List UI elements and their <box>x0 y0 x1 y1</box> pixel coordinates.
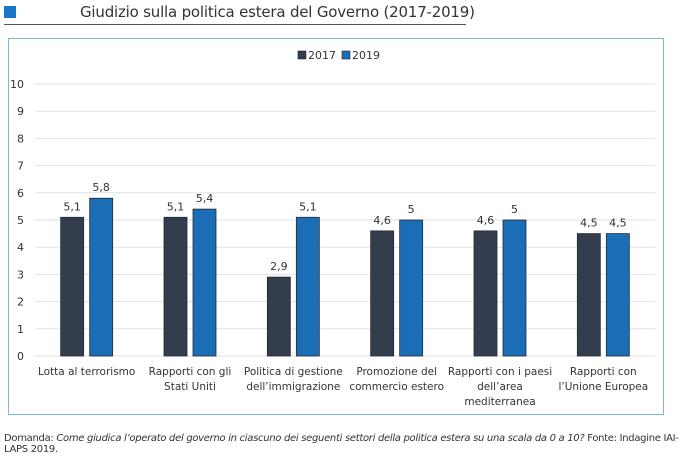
category-label: dell’area <box>477 381 523 393</box>
legend-label-2017: 2017 <box>308 49 336 62</box>
data-label-2017: 2,9 <box>270 260 288 273</box>
bar-2019 <box>605 233 630 357</box>
data-label-2019: 5,8 <box>92 181 110 194</box>
y-tick-label: 4 <box>17 241 24 254</box>
y-tick-label: 10 <box>10 78 24 91</box>
header-accent-square <box>4 6 16 18</box>
data-label-2019: 5,1 <box>299 200 317 213</box>
bar-2017 <box>576 233 601 357</box>
gridlines <box>35 83 655 357</box>
category-label: l’Unione Europea <box>558 381 648 393</box>
y-tick-label: 6 <box>17 187 24 200</box>
category-label: dell’immigrazione <box>246 381 340 393</box>
data-label-2017: 5,1 <box>167 200 185 213</box>
bar-2019 <box>89 197 114 357</box>
category-label: Lotta al terrorismo <box>38 366 135 378</box>
data-label-2017: 5,1 <box>63 200 81 213</box>
data-label-2019: 5 <box>511 203 518 216</box>
category-label: Promozione del <box>356 366 437 378</box>
y-tick-label: 5 <box>17 214 24 227</box>
bar-2019 <box>295 216 320 357</box>
data-label-2017: 4,6 <box>477 214 495 227</box>
category-label: Stati Uniti <box>164 381 216 393</box>
category-label: Rapporti con gli <box>149 366 232 378</box>
chart-frame <box>8 38 664 415</box>
bar-2017 <box>163 216 188 357</box>
bars <box>60 197 630 357</box>
category-label: commercio estero <box>349 381 444 393</box>
footnote: Domanda: Come giudica l’operato del gove… <box>4 433 680 455</box>
legend-swatch-2019 <box>341 50 351 60</box>
y-tick-label: 9 <box>17 105 24 118</box>
y-tick-label: 0 <box>17 350 24 363</box>
category-labels: Lotta al terrorismo Rapporti con gli Stati… <box>38 366 648 408</box>
bar-2017 <box>370 230 395 357</box>
category-label: mediterranea <box>464 396 535 408</box>
data-label-2017: 4,6 <box>373 214 391 227</box>
bar-2019 <box>502 219 527 357</box>
data-label-2019: 5,4 <box>196 192 214 205</box>
bar-2017 <box>473 230 498 357</box>
category-label: Rapporti con i paesi <box>448 366 552 378</box>
bar-2017 <box>60 216 85 357</box>
y-tick-label: 3 <box>17 268 24 281</box>
category-label: Politica di gestione <box>244 366 343 378</box>
footnote-prefix: Domanda: <box>4 433 57 444</box>
bar-2019 <box>399 219 424 357</box>
title-divider <box>4 24 466 25</box>
y-tick-label: 2 <box>17 296 24 309</box>
legend-label-2019: 2019 <box>352 49 380 62</box>
bar-2019 <box>192 208 217 357</box>
y-axis-ticks: 0 1 2 3 4 5 6 7 8 9 10 <box>10 78 24 363</box>
data-label-2019: 4,5 <box>609 217 627 230</box>
footnote-source: Fonte: Indagine IAI-LAPS 2019. <box>4 433 679 455</box>
y-tick-label: 7 <box>17 160 24 173</box>
data-labels: 5,1 5,8 5,1 5,4 2,9 5,1 4,6 5 4,6 5 4,5 4,5 <box>63 181 626 273</box>
data-label-2017: 4,5 <box>580 217 598 230</box>
y-tick-label: 1 <box>17 323 24 336</box>
legend-swatch-2017 <box>297 50 307 60</box>
footnote-question: Come giudica l’operato del governo in ci… <box>56 433 585 444</box>
legend: 2017 2019 <box>297 49 380 62</box>
bar-2017 <box>266 276 291 357</box>
y-tick-label: 8 <box>17 132 24 145</box>
chart-title: Giudizio sulla politica estera del Gover… <box>80 3 475 21</box>
data-label-2019: 5 <box>408 203 415 216</box>
category-label: Rapporti con <box>570 366 637 378</box>
